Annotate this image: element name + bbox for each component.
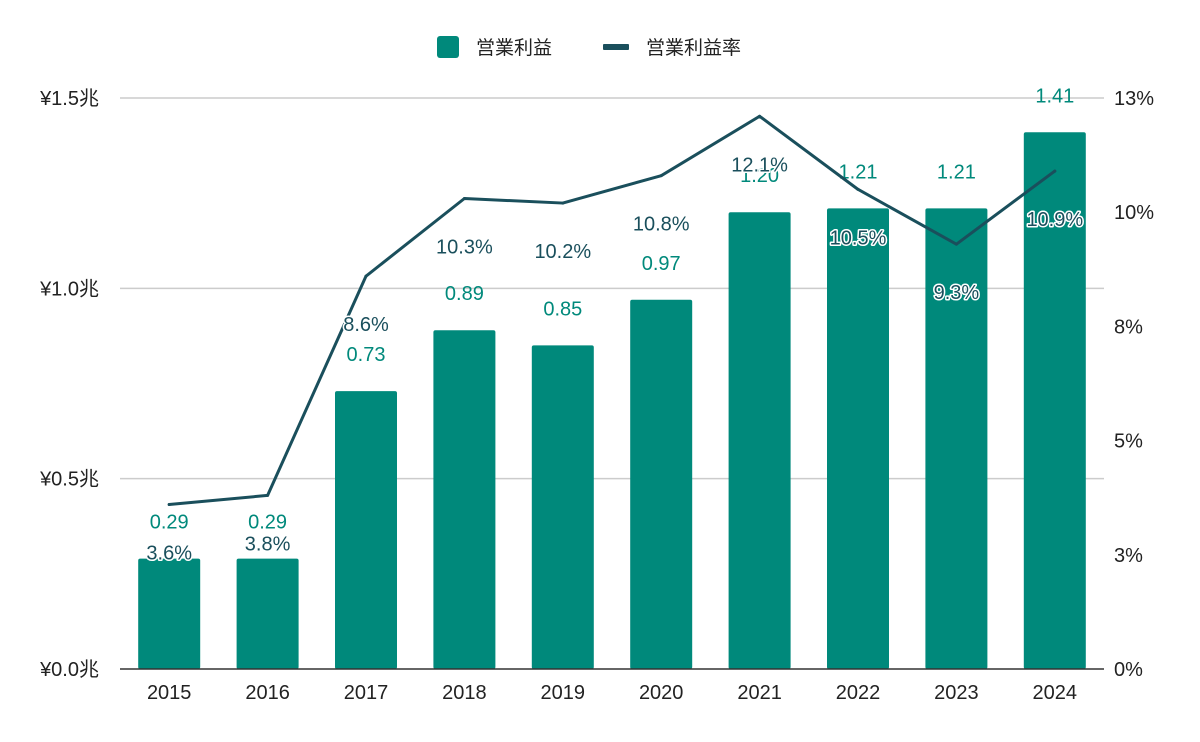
left-axis: ¥0.0兆 ¥0.5兆 ¥1.0兆 ¥1.5兆 bbox=[39, 87, 99, 681]
line-point bbox=[856, 187, 860, 191]
x-tick-label: 2023 bbox=[934, 682, 979, 704]
legend-bar-swatch bbox=[437, 36, 459, 58]
bar-value-label: 1.41 bbox=[1035, 85, 1074, 107]
line-point bbox=[266, 493, 270, 497]
bar bbox=[827, 208, 889, 670]
bar-value-label: 1.21 bbox=[839, 161, 878, 183]
legend-item-bar: 営業利益 bbox=[437, 36, 552, 59]
left-tick-label: ¥1.5兆 bbox=[39, 87, 99, 110]
right-tick-label: 5% bbox=[1114, 431, 1143, 453]
right-tick-label: 10% bbox=[1114, 202, 1154, 224]
line-series bbox=[167, 114, 1057, 507]
bar-value-label: 1.21 bbox=[937, 161, 976, 183]
right-tick-label: 0% bbox=[1114, 659, 1143, 681]
line-point bbox=[1053, 169, 1057, 173]
legend-line-swatch bbox=[603, 44, 629, 50]
line-point bbox=[561, 201, 565, 205]
bar-value-label: 1.20 bbox=[740, 165, 779, 187]
x-tick-label: 2021 bbox=[737, 682, 782, 704]
right-tick-label: 8% bbox=[1114, 316, 1143, 338]
bar bbox=[1023, 132, 1086, 669]
bar-series bbox=[138, 132, 1086, 670]
bar-value-label: 0.97 bbox=[642, 253, 681, 275]
x-tick-label: 2024 bbox=[1033, 682, 1078, 704]
line-value-label: 10.5% bbox=[830, 227, 887, 249]
legend-bar-label: 営業利益 bbox=[476, 37, 552, 59]
line-path bbox=[167, 114, 1057, 507]
bar bbox=[236, 558, 299, 669]
left-tick-label: ¥0.5兆 bbox=[39, 468, 99, 491]
line-value-label: 10.2% bbox=[534, 241, 591, 263]
right-tick-label: 13% bbox=[1114, 88, 1154, 110]
line-point bbox=[758, 114, 762, 118]
x-tick-label: 2019 bbox=[541, 682, 586, 704]
x-tick-label: 2015 bbox=[147, 682, 192, 704]
bar-value-labels: 0.29 0.29 0.73 0.89 0.85 0.97 1.20 1.21 1.21 1.41 bbox=[150, 85, 1075, 533]
right-axis: 0% 3% 5% 8% 10% 13% bbox=[1114, 88, 1154, 681]
line-point bbox=[167, 503, 171, 507]
line-value-label: 10.9% bbox=[1026, 209, 1083, 231]
left-tick-label: ¥1.0兆 bbox=[39, 277, 99, 300]
bar bbox=[433, 330, 496, 669]
bar bbox=[925, 208, 988, 670]
right-tick-label: 3% bbox=[1114, 545, 1143, 567]
line-point bbox=[659, 174, 663, 178]
line-value-label: 8.6% bbox=[343, 314, 389, 336]
bar-value-label: 0.73 bbox=[347, 344, 386, 366]
x-tick-label: 2016 bbox=[245, 682, 290, 704]
x-axis: 2015 2016 2017 2018 2019 2020 2021 2022 2023 2024 bbox=[147, 682, 1077, 704]
bar bbox=[728, 212, 791, 669]
bar-value-label: 0.29 bbox=[150, 512, 189, 534]
line-value-label: 12.1% bbox=[731, 154, 788, 176]
bar bbox=[630, 299, 693, 669]
legend-item-line: 営業利益率 bbox=[603, 37, 741, 59]
bar bbox=[138, 558, 201, 669]
bar bbox=[335, 391, 397, 669]
line-point bbox=[364, 274, 368, 278]
bar bbox=[531, 345, 594, 669]
bar-value-label: 0.85 bbox=[543, 298, 582, 320]
left-tick-label: ¥0.0兆 bbox=[39, 658, 99, 681]
line-point bbox=[954, 242, 958, 246]
line-value-label: 3.8% bbox=[245, 533, 291, 555]
bar-value-label: 0.29 bbox=[248, 512, 287, 534]
x-tick-label: 2018 bbox=[442, 682, 487, 704]
legend-line-label: 営業利益率 bbox=[646, 37, 741, 59]
x-tick-label: 2022 bbox=[836, 682, 881, 704]
line-value-label: 10.8% bbox=[633, 214, 690, 236]
x-tick-label: 2017 bbox=[344, 682, 389, 704]
line-value-label: 10.3% bbox=[436, 236, 493, 258]
line-point bbox=[462, 196, 466, 200]
line-value-label: 9.3% bbox=[934, 282, 980, 304]
legend: 営業利益 営業利益率 bbox=[437, 36, 741, 59]
x-tick-label: 2020 bbox=[639, 682, 684, 704]
line-value-labels: 3.6% 3.8% 8.6% 10.3% 10.2% 10.8% 12.1% 10.5% 9.3… bbox=[145, 153, 1085, 566]
line-value-label: 3.6% bbox=[146, 543, 192, 565]
bar-value-label: 0.89 bbox=[445, 283, 484, 305]
